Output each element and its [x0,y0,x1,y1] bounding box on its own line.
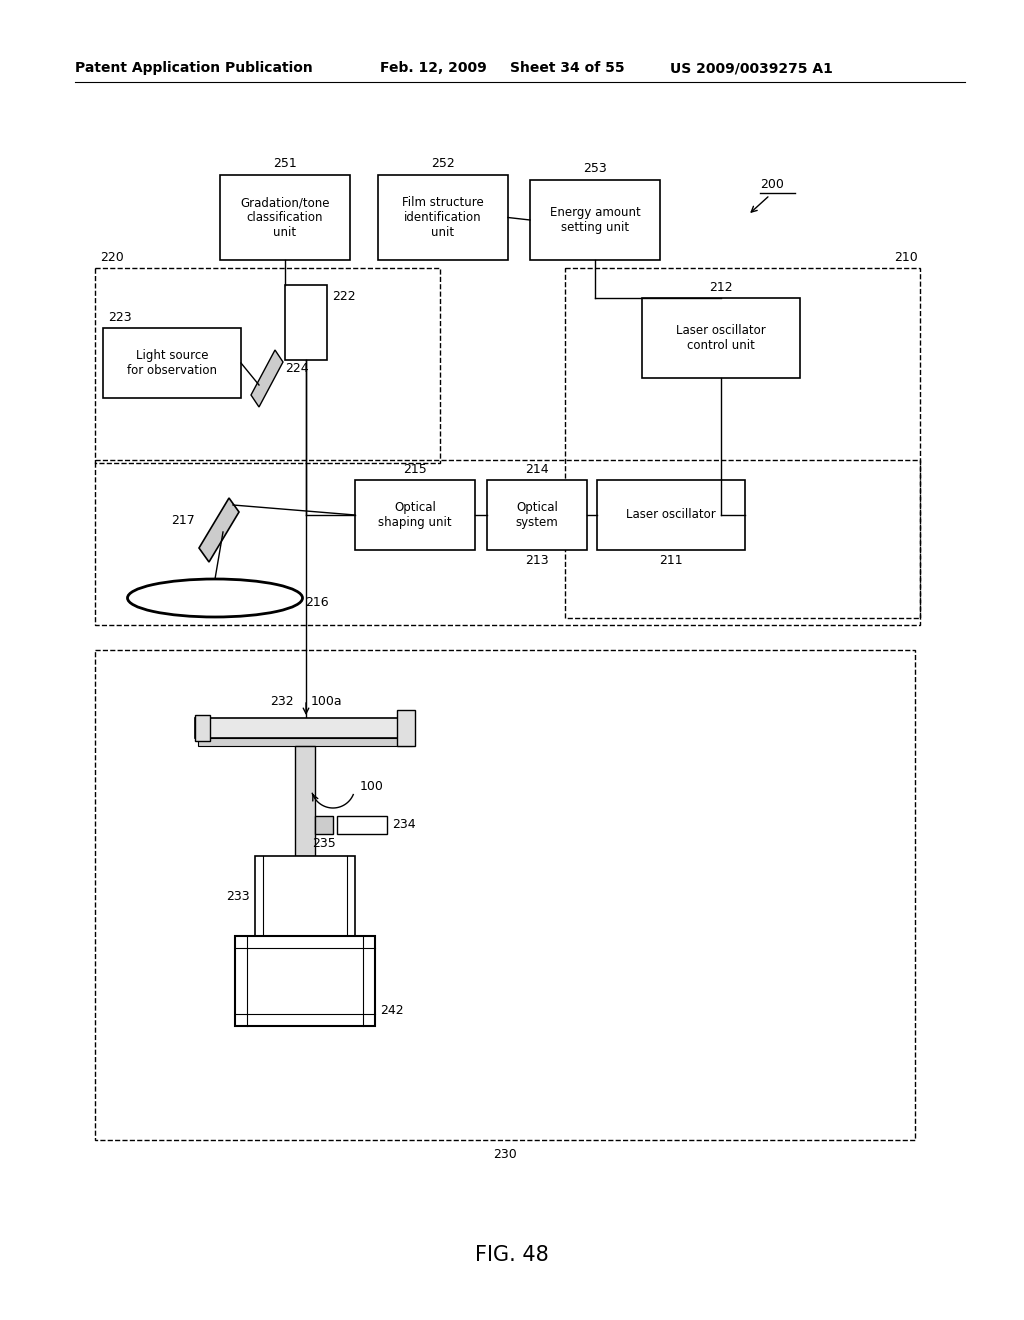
Bar [355,480,475,550]
Polygon shape [199,498,239,562]
Bar [487,480,587,550]
Text: 224: 224 [285,362,308,375]
Text: 211: 211 [659,554,683,568]
Text: Optical
system: Optical system [516,502,558,529]
Bar [198,738,412,746]
Bar [285,285,327,360]
Text: US 2009/0039275 A1: US 2009/0039275 A1 [670,61,833,75]
Text: 214: 214 [525,463,549,477]
Text: Patent Application Publication: Patent Application Publication [75,61,312,75]
Bar [195,715,210,741]
Text: 217: 217 [171,513,195,527]
Polygon shape [251,350,283,407]
Bar [295,746,315,855]
Bar [530,180,660,260]
Text: FIG. 48: FIG. 48 [475,1245,549,1265]
Ellipse shape [128,579,302,616]
Bar [378,176,508,260]
Text: Gradation/tone
classification
unit: Gradation/tone classification unit [241,195,330,239]
Text: 216: 216 [305,597,329,610]
Bar [95,649,915,1140]
Text: 215: 215 [403,463,427,477]
Text: 100a: 100a [311,696,343,708]
Text: Feb. 12, 2009: Feb. 12, 2009 [380,61,486,75]
Text: 252: 252 [431,157,455,170]
Text: Optical
shaping unit: Optical shaping unit [378,502,452,529]
Text: 253: 253 [583,162,607,176]
Text: 210: 210 [894,251,918,264]
Bar [195,718,415,738]
Text: Laser oscillator
control unit: Laser oscillator control unit [676,323,766,352]
Bar [95,459,920,624]
Text: 200: 200 [760,178,784,191]
Bar [397,710,415,746]
Text: 235: 235 [312,837,336,850]
Text: 251: 251 [273,157,297,170]
Bar [220,176,350,260]
Text: 234: 234 [392,818,416,832]
Text: 222: 222 [332,290,355,304]
Bar [255,855,355,936]
Bar [234,936,375,1026]
Text: 220: 220 [100,251,124,264]
Text: 242: 242 [380,1005,403,1018]
Text: Laser oscillator: Laser oscillator [626,508,716,521]
Text: Film structure
identification
unit: Film structure identification unit [402,195,484,239]
Text: Light source
for observation: Light source for observation [127,348,217,378]
Bar [642,298,800,378]
Bar [597,480,745,550]
Text: 213: 213 [525,554,549,568]
Text: 100: 100 [360,780,384,792]
Bar [315,816,333,834]
Text: 212: 212 [710,281,733,294]
Bar [103,327,241,399]
Text: Energy amount
setting unit: Energy amount setting unit [550,206,640,234]
Bar [95,268,440,463]
Text: 223: 223 [108,312,132,323]
Bar [337,816,387,834]
Bar [565,268,920,618]
Text: 230: 230 [494,1148,517,1162]
Text: 233: 233 [226,890,250,903]
Text: Sheet 34 of 55: Sheet 34 of 55 [510,61,625,75]
Text: 232: 232 [270,696,294,708]
